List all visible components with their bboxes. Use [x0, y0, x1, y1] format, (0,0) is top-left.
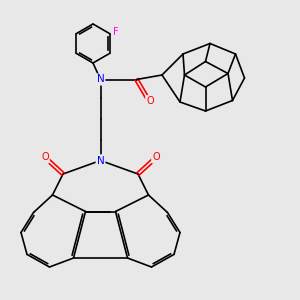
Text: N: N — [97, 74, 104, 85]
Text: O: O — [146, 96, 154, 106]
Text: F: F — [113, 27, 119, 37]
Text: N: N — [97, 155, 104, 166]
Text: O: O — [41, 152, 49, 163]
Text: O: O — [152, 152, 160, 163]
